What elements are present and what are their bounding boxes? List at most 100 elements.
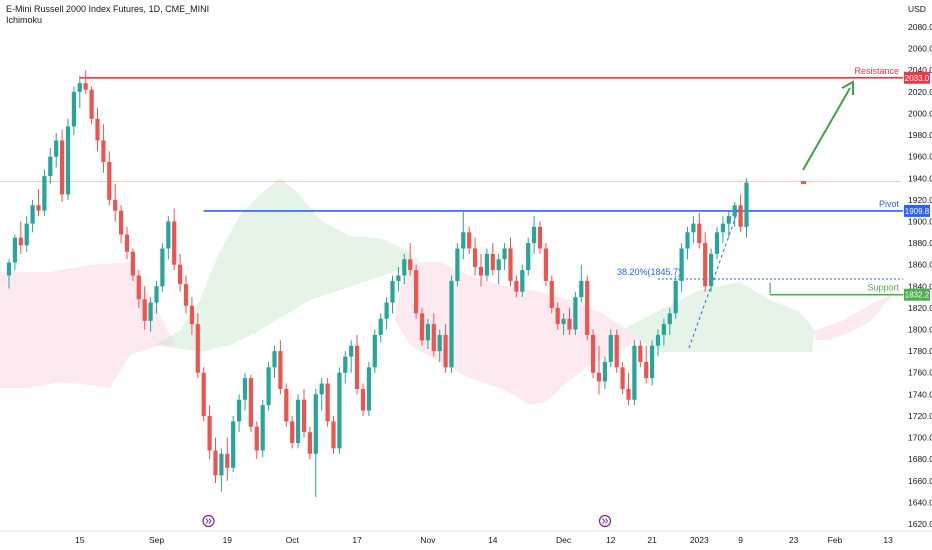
- candle: [378, 313, 383, 343]
- candle-body: [650, 345, 655, 379]
- event-markers[interactable]: [202, 514, 612, 528]
- event-icon-glyph: [205, 518, 212, 524]
- candle: [95, 108, 100, 152]
- candle-body: [490, 253, 495, 271]
- time-tick-label: Oct: [286, 535, 300, 545]
- candle-body: [77, 83, 82, 92]
- candle: [614, 329, 619, 373]
- price-tick-label: 1720.0: [908, 411, 932, 421]
- candle: [384, 297, 389, 330]
- candle: [549, 275, 554, 314]
- candle-body: [71, 91, 76, 127]
- candle: [532, 216, 537, 254]
- candle-body: [83, 83, 88, 90]
- time-tick-label: 9: [738, 535, 743, 545]
- candle-body: [12, 237, 17, 263]
- time-axis[interactable]: Aug15Sep19Oct17Nov14Dec12212023923Feb132…: [0, 530, 932, 545]
- candle: [744, 178, 749, 238]
- candle-body: [130, 251, 135, 276]
- candle: [231, 415, 236, 473]
- candle-body: [561, 318, 566, 325]
- candle-body: [709, 253, 714, 287]
- candle: [520, 264, 525, 298]
- candle: [124, 226, 130, 260]
- candle-body: [284, 388, 289, 422]
- chart-title: E-Mini Russell 2000 Index Futures, 1D, C…: [6, 4, 210, 14]
- candle-body: [178, 264, 183, 285]
- candle: [461, 210, 466, 260]
- candle: [195, 313, 200, 379]
- candle: [313, 388, 318, 497]
- candle: [12, 234, 17, 271]
- time-tick-label: 14: [488, 535, 498, 545]
- candle-body: [313, 394, 318, 454]
- candle: [183, 275, 189, 314]
- candle-body: [579, 280, 584, 298]
- candle: [65, 118, 71, 200]
- candle-body: [24, 223, 29, 246]
- candle: [555, 302, 560, 330]
- price-axis[interactable]: USD 1620.0 1640.0 1660.0 1680.0 1700.0 1720.0…: [908, 4, 932, 529]
- ichimoku-cloud: [0, 178, 895, 405]
- candle: [254, 421, 259, 460]
- candle: [248, 374, 253, 433]
- candle-body: [48, 156, 53, 177]
- candle-body: [461, 232, 466, 249]
- candle: [301, 388, 307, 438]
- candle: [602, 356, 607, 389]
- candle-body: [378, 318, 383, 335]
- candle: [437, 329, 442, 362]
- candle-body: [402, 259, 407, 276]
- candle-body: [148, 302, 153, 321]
- candle-body: [231, 421, 236, 468]
- candle-body: [384, 302, 389, 319]
- candle: [172, 208, 177, 271]
- candle: [626, 372, 631, 406]
- candle: [691, 216, 696, 244]
- candle: [585, 275, 590, 341]
- candle-body: [189, 305, 194, 325]
- candle-body: [478, 266, 484, 276]
- candle-body: [408, 259, 413, 271]
- candle: [514, 275, 519, 298]
- candle-body: [296, 399, 301, 443]
- candle: [160, 243, 165, 292]
- candle-body: [697, 223, 702, 244]
- candle: [732, 202, 737, 227]
- candle-body: [237, 399, 242, 422]
- candle: [567, 307, 572, 335]
- candle-body: [18, 237, 23, 246]
- time-tick-label: 21: [647, 535, 657, 545]
- candle-body: [502, 248, 507, 260]
- candle-body: [331, 421, 336, 449]
- candle-body: [396, 275, 401, 281]
- candle: [573, 291, 578, 335]
- candle: [620, 361, 625, 395]
- pivot-label: Pivot: [879, 199, 900, 209]
- candle-body: [260, 405, 265, 451]
- candle-body: [608, 334, 613, 362]
- candle: [237, 394, 242, 433]
- candle: [166, 216, 171, 260]
- price-tick-label: 2060.0: [908, 44, 932, 54]
- candle: [372, 329, 377, 373]
- cloud-bullish: [625, 282, 815, 352]
- candle-body: [425, 324, 430, 341]
- time-tick-label: 17: [352, 535, 362, 545]
- candle-body: [201, 372, 206, 416]
- price-tick-label: 2020.0: [908, 87, 932, 97]
- candle: [425, 318, 430, 349]
- candle-body: [124, 234, 130, 252]
- candle: [478, 253, 484, 287]
- candle: [484, 248, 489, 281]
- candle-body: [166, 221, 171, 249]
- candle: [644, 345, 649, 384]
- candle: [697, 212, 702, 249]
- candle: [148, 297, 153, 332]
- candle-body: [555, 307, 560, 325]
- candle: [502, 243, 507, 271]
- support-price-tag: [904, 288, 930, 301]
- level-lines: Resistance Pivot Support: [79, 66, 903, 296]
- candle: [703, 232, 708, 292]
